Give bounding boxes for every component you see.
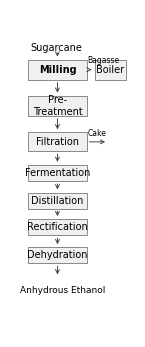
FancyBboxPatch shape [28, 60, 87, 80]
Text: Milling: Milling [39, 65, 76, 75]
FancyBboxPatch shape [28, 165, 87, 181]
FancyBboxPatch shape [95, 60, 126, 80]
Text: Sugarcane: Sugarcane [30, 43, 82, 52]
Text: Distillation: Distillation [31, 196, 84, 206]
FancyBboxPatch shape [28, 247, 87, 263]
Text: Filtration: Filtration [36, 137, 79, 147]
FancyBboxPatch shape [28, 219, 87, 235]
Text: Fermentation: Fermentation [25, 168, 90, 178]
FancyBboxPatch shape [28, 133, 87, 151]
Text: Dehydration: Dehydration [27, 251, 88, 260]
Text: Anhydrous Ethanol: Anhydrous Ethanol [20, 286, 106, 295]
FancyBboxPatch shape [28, 193, 87, 209]
Text: Rectification: Rectification [27, 222, 88, 232]
Text: Pre-
Treatment: Pre- Treatment [33, 95, 82, 117]
Text: Cake: Cake [87, 128, 106, 137]
Text: Boiler: Boiler [96, 65, 124, 75]
FancyBboxPatch shape [28, 96, 87, 116]
Text: Bagasse: Bagasse [87, 56, 119, 65]
